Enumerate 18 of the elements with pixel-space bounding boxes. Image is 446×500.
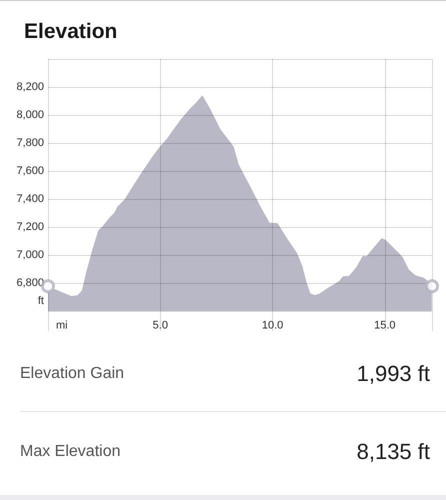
text: 8,135 ft [356,438,430,466]
y-tick-label: 8,000 [16,109,44,121]
y-tick-label: 7,400 [16,193,44,205]
text: Max Elevation [20,442,120,462]
x-tick-label: 15.0 [374,320,396,332]
text: Elevation Gain [20,364,124,384]
y-tick-label: 8,200 [16,81,44,93]
y-axis-title: ft [38,295,44,307]
x-tick-label: 5.0 [152,320,168,332]
y-tick-label: 7,000 [16,249,44,261]
chart-title: Elevation [24,20,118,43]
x-tick-label: 10.0 [262,320,284,332]
y-tick-label: 7,200 [16,221,44,233]
y-tick-label: 7,600 [16,165,44,177]
x-axis-title: mi [56,320,68,332]
text: 1,993 ft [356,360,430,388]
y-tick-label: 7,800 [16,137,44,149]
y-tick-label: 6,800 [16,277,44,289]
